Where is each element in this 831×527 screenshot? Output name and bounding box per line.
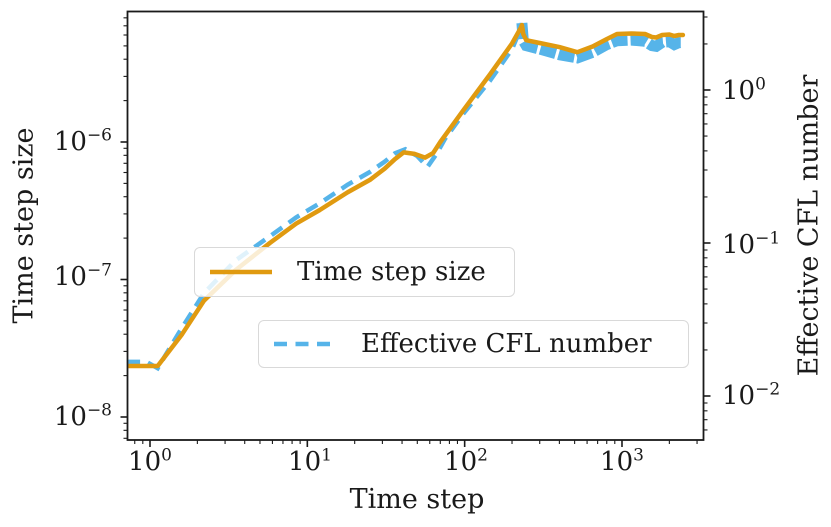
cfl-line-dashed xyxy=(128,22,525,372)
axis-ticks xyxy=(120,16,711,447)
yleft-tick-1e-7: 10−7 xyxy=(53,260,112,292)
legend-line-dashed-icon xyxy=(274,341,336,347)
legend-label-cfl: Effective CFL number xyxy=(361,329,652,359)
x-tick-1e3: 103 xyxy=(600,445,644,477)
x-tick-1e2: 102 xyxy=(444,445,488,477)
legend-timestep: Time step size xyxy=(194,247,515,297)
yleft-tick-1e-8: 10−8 xyxy=(53,400,112,432)
yleft-tick-1e-6: 10−6 xyxy=(53,125,112,157)
legend-cfl: Effective CFL number xyxy=(258,320,689,368)
y-left-axis-label: Time step size xyxy=(8,127,40,324)
x-axis-label: Time step xyxy=(349,484,485,515)
yright-tick-1e-1: 10−1 xyxy=(722,228,781,260)
cfl-line-band xyxy=(516,22,683,64)
curves xyxy=(128,22,686,372)
plot-spines xyxy=(126,10,705,441)
timestep-line xyxy=(128,22,686,369)
legend-line-solid-icon xyxy=(210,269,272,275)
yright-tick-1e-2: 10−2 xyxy=(722,379,781,411)
x-tick-1e1: 101 xyxy=(288,445,332,477)
yright-tick-1e0: 100 xyxy=(722,74,766,106)
x-tick-1e0: 100 xyxy=(128,445,172,477)
legend-label-timestep: Time step size xyxy=(297,257,486,287)
y-right-axis-label: Effective CFL number xyxy=(793,74,825,377)
